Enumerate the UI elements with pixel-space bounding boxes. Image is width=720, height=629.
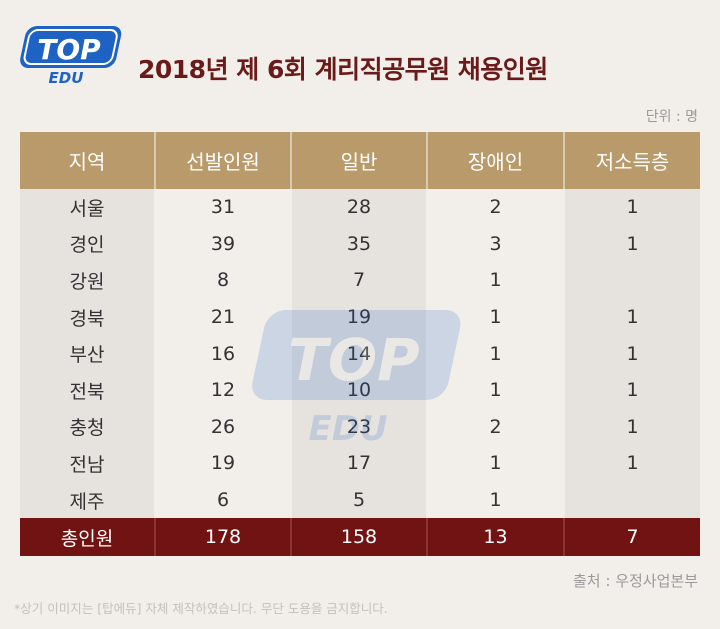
cell-low-income xyxy=(563,481,700,519)
cell-selected: 26 xyxy=(154,408,290,446)
table-row: 제주 6 5 1 xyxy=(20,481,700,519)
cell-region: 부산 xyxy=(20,335,154,372)
cell-region: 경인 xyxy=(20,225,154,263)
table-row: 부산 16 14 1 1 xyxy=(20,335,700,372)
cell-selected: 6 xyxy=(154,481,290,519)
cell-low-income xyxy=(563,262,700,299)
table-row: 서울 31 28 2 1 xyxy=(20,189,700,226)
cell-general: 5 xyxy=(290,481,426,519)
cell-disabled: 1 xyxy=(426,481,563,519)
cell-general: 17 xyxy=(290,445,426,482)
cell-selected: 12 xyxy=(154,371,290,409)
header-general: 일반 xyxy=(290,132,426,189)
cell-disabled: 1 xyxy=(426,371,563,409)
source-text: 출처 : 우정사업본부 xyxy=(573,572,698,590)
cell-selected: 39 xyxy=(154,225,290,263)
page-title: 2018년 제 6회 계리직공무원 채용인원 xyxy=(138,55,548,84)
table-row: 충청 26 23 2 1 xyxy=(20,408,700,446)
cell-region: 충청 xyxy=(20,408,154,446)
cell-general: 23 xyxy=(290,408,426,446)
cell-low-income: 1 xyxy=(563,189,700,226)
table-row: 강원 8 7 1 xyxy=(20,262,700,299)
cell-region: 경북 xyxy=(20,298,154,336)
cell-disabled: 1 xyxy=(426,262,563,299)
cell-low-income: 1 xyxy=(563,298,700,336)
total-row: 총인원 178 158 13 7 xyxy=(20,518,700,557)
cell-disabled: 2 xyxy=(426,189,563,226)
cell-low-income: 1 xyxy=(563,408,700,446)
header-row: 지역 선발인원 일반 장애인 저소득층 xyxy=(20,132,700,189)
cell-region: 제주 xyxy=(20,481,154,519)
header-selected: 선발인원 xyxy=(154,132,290,189)
cell-selected: 8 xyxy=(154,262,290,299)
cell-region: 전남 xyxy=(20,445,154,482)
cell-disabled: 2 xyxy=(426,408,563,446)
header-low-income: 저소득층 xyxy=(563,132,700,189)
table-row: 전북 12 10 1 1 xyxy=(20,371,700,409)
cell-low-income: 1 xyxy=(563,225,700,263)
table-row: 전남 19 17 1 1 xyxy=(20,445,700,482)
cell-region: 강원 xyxy=(20,262,154,299)
total-low-income: 7 xyxy=(563,518,700,557)
cell-general: 19 xyxy=(290,298,426,336)
logo-edu-text: EDU xyxy=(49,69,84,86)
cell-general: 7 xyxy=(290,262,426,299)
cell-selected: 16 xyxy=(154,335,290,372)
cell-selected: 31 xyxy=(154,189,290,226)
cell-general: 10 xyxy=(290,371,426,409)
header-region: 지역 xyxy=(20,132,154,189)
cell-low-income: 1 xyxy=(563,371,700,409)
table-row: 경북 21 19 1 1 xyxy=(20,298,700,336)
logo-top-text: TOP xyxy=(37,33,101,66)
recruitment-table: 지역 선발인원 일반 장애인 저소득층 서울 31 28 2 1 경인 39 35 3 1 강원 8 7… xyxy=(20,132,700,557)
total-selected: 178 xyxy=(154,518,290,557)
cell-selected: 19 xyxy=(154,445,290,482)
total-disabled: 13 xyxy=(426,518,563,557)
header-disabled: 장애인 xyxy=(426,132,563,189)
cell-selected: 21 xyxy=(154,298,290,336)
cell-disabled: 1 xyxy=(426,298,563,336)
cell-disabled: 1 xyxy=(426,445,563,482)
cell-general: 35 xyxy=(290,225,426,263)
table-row: 경인 39 35 3 1 xyxy=(20,225,700,263)
topedu-logo: TOP EDU xyxy=(20,26,122,86)
cell-region: 서울 xyxy=(20,189,154,226)
cell-low-income: 1 xyxy=(563,445,700,482)
total-label: 총인원 xyxy=(20,518,154,557)
cell-disabled: 1 xyxy=(426,335,563,372)
cell-region: 전북 xyxy=(20,371,154,409)
total-general: 158 xyxy=(290,518,426,557)
copyright-note: *상기 이미지는 [탑에듀] 자체 제작하였습니다. 무단 도용을 금지합니다. xyxy=(14,601,388,616)
unit-label: 단위 : 명 xyxy=(645,109,698,125)
cell-disabled: 3 xyxy=(426,225,563,263)
cell-general: 28 xyxy=(290,189,426,226)
cell-general: 14 xyxy=(290,335,426,372)
cell-low-income: 1 xyxy=(563,335,700,372)
